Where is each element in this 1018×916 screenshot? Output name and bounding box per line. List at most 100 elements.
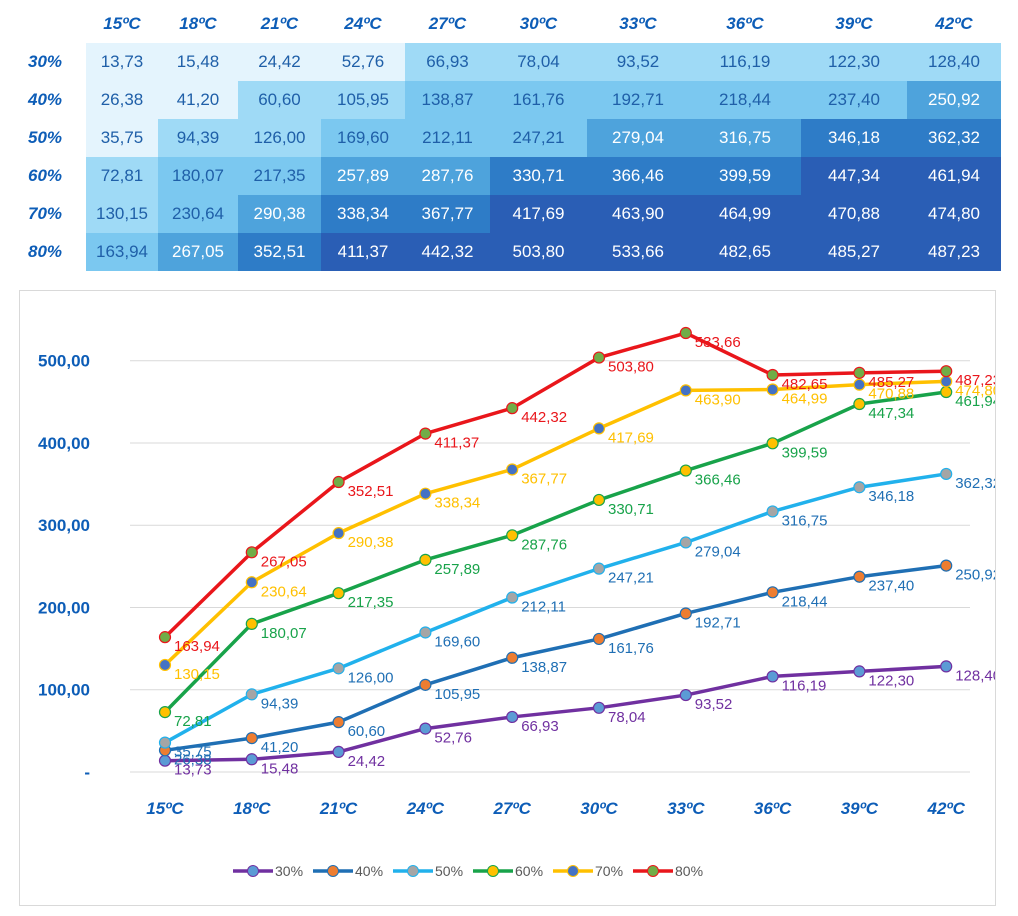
heatmap-cell: 122,30 [801,43,907,81]
x-tick-label: 30ºC [580,799,618,818]
heatmap-col-header: 18ºC [179,14,217,33]
series-line-40pct [164,563,947,753]
heatmap-table-area: 15ºC 18ºC 21ºC 24ºC 27ºC 30ºC 33ºC 36ºC … [0,0,1018,276]
data-label: 442,32 [521,409,567,426]
heatmap-col-header: 39ºC [835,14,873,33]
heatmap-cell: 447,34 [801,157,907,195]
data-label: 130,15 [174,666,220,683]
legend-marker [647,865,659,877]
data-point-marker [332,527,345,540]
data-point-marker [506,651,519,664]
heatmap-row-label: 60% [28,166,63,185]
data-point-marker [332,662,345,675]
data-label: 237,40 [868,578,914,595]
heatmap-row-label: 80% [28,242,63,261]
data-label: 163,94 [174,638,220,655]
heatmap-cell: 247,21 [490,119,587,157]
series-line-50pct [164,472,947,745]
data-point-marker [853,665,866,678]
heatmap-row: 70% 130,15 230,64 290,38 338,34 367,77 417,69 4… [0,195,1001,233]
x-tick-label: 21ºC [319,799,358,818]
legend-marker [567,865,579,877]
data-label: 366,46 [695,472,741,489]
heatmap-row: 40% 26,38 41,20 60,60 105,95 138,87 161,76 192,… [0,81,1001,119]
data-label: 93,52 [695,696,733,713]
heatmap-cell: 93,52 [587,43,689,81]
legend-label: 70% [595,863,623,879]
heatmap-row: 30% 13,73 15,48 24,42 52,76 66,93 78,04 93,52 11… [0,43,1001,81]
data-point-marker [245,732,258,745]
x-tick-label: 39ºC [841,799,879,818]
data-label: 52,76 [434,730,472,747]
heatmap-col-header: 27ºC [428,14,467,33]
data-point-marker [158,658,172,672]
heatmap-cell: 94,39 [158,119,238,157]
data-label: 417,69 [608,429,654,446]
data-point-marker [592,701,606,714]
data-point-marker [679,607,692,620]
heatmap-cell: 411,37 [321,233,405,271]
data-point-marker [940,385,953,399]
heatmap-cell: 72,81 [86,157,158,195]
heatmap-cell: 230,64 [158,195,238,233]
data-point-marker [853,570,866,583]
data-point-marker [679,464,692,477]
heatmap-body: 30% 13,73 15,48 24,42 52,76 66,93 78,04 93,52 11… [0,43,1001,271]
data-point-marker [679,384,692,397]
heatmap-cell: 212,11 [405,119,490,157]
x-tick-label: 36ºC [754,799,792,818]
data-point-marker [853,366,866,379]
heatmap-cell: 485,27 [801,233,907,271]
heatmap-cell: 218,44 [689,81,801,119]
heatmap-cell: 66,93 [405,43,490,81]
heatmap-cell: 35,75 [86,119,158,157]
data-label: 250,92 [955,567,995,584]
legend-label: 40% [355,863,383,879]
data-point-marker [158,631,172,644]
x-tick-label: 15ºC [146,799,184,818]
data-point-marker [592,493,606,507]
y-tick-label: 300,00 [38,516,90,535]
data-label: 161,76 [608,640,654,657]
heatmap-cell: 330,71 [490,157,587,195]
data-label: 212,11 [521,599,566,616]
heatmap-corner-cell [0,5,86,43]
heatmap-cell: 15,48 [158,43,238,81]
x-tick-label: 42ºC [926,799,965,818]
data-point-marker [853,481,866,494]
data-label: 122,30 [868,672,914,689]
data-point-marker [245,688,258,701]
data-label: 26,38 [174,751,212,768]
data-label: 447,34 [868,405,914,422]
data-label: 279,04 [695,543,741,560]
data-point-marker [419,722,432,735]
heatmap-cell: 352,51 [238,233,321,271]
heatmap-cell: 346,18 [801,119,907,157]
heatmap-col-header: 42ºC [935,14,973,33]
series-line-60pct [163,390,947,714]
data-point-marker [853,397,866,411]
data-point-marker [940,375,953,388]
data-label: 116,19 [782,677,827,694]
data-point-marker [766,368,779,382]
data-label: 60,60 [348,723,386,740]
data-label: 290,38 [348,534,394,551]
heatmap-cell: 463,90 [587,195,689,233]
data-label: 128,40 [955,667,995,684]
heatmap-row-label: 70% [28,204,63,223]
heatmap-cell: 367,77 [405,195,490,233]
heatmap-cell: 217,35 [238,157,321,195]
data-point-marker [679,688,692,702]
data-point-marker [506,529,519,542]
data-label: 411,37 [434,435,479,452]
data-label: 230,64 [261,583,307,600]
heatmap-cell: 78,04 [490,43,587,81]
heatmap-cell: 399,59 [689,157,801,195]
data-label: 485,27 [868,374,914,391]
data-label: 72,81 [174,713,212,730]
data-point-marker [332,475,345,489]
data-point-marker [940,365,953,378]
data-point-marker [158,754,172,767]
data-point-marker [332,745,345,759]
heatmap-cell: 105,95 [321,81,405,119]
